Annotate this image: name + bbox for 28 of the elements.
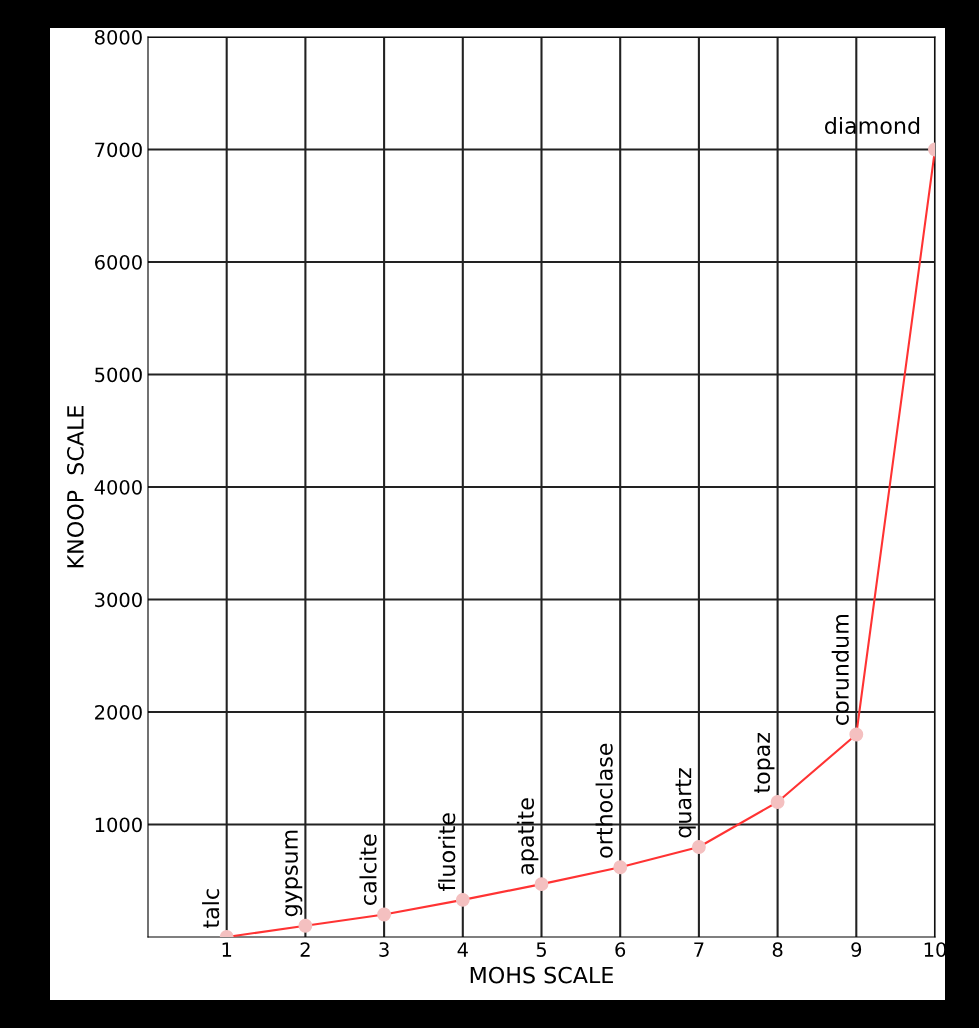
- x-tick-label: 8: [772, 942, 783, 957]
- x-tick-label: 9: [851, 942, 862, 957]
- y-axis-title: KNOOP SCALE: [66, 405, 84, 568]
- annotation: quartz: [675, 768, 696, 838]
- x-axis-title: MOHS SCALE: [470, 966, 613, 984]
- annotation: gypsum: [285, 830, 303, 917]
- x-tick-label: 5: [536, 942, 546, 957]
- y-tick-label: 4000: [94, 479, 142, 495]
- y-tick-label: 6000: [95, 254, 142, 270]
- annotation: topaz: [754, 732, 775, 794]
- annotation: calcite: [359, 834, 377, 905]
- annotation: orthoclase: [595, 743, 613, 858]
- x-tick-label: 2: [300, 942, 310, 957]
- y-tick-label: 3000: [95, 592, 142, 608]
- annotation: fluorite: [438, 813, 456, 892]
- x-tick-label: 6: [615, 942, 626, 957]
- y-tick-label: 8000: [94, 29, 142, 45]
- annotation: corundum: [831, 615, 849, 725]
- annotation: talc: [202, 889, 220, 929]
- y-tick-label: 5000: [95, 367, 142, 383]
- x-tick-label: 3: [379, 942, 389, 957]
- annotation: apatite: [516, 798, 539, 875]
- x-tick-label: 7: [694, 942, 704, 957]
- x-tick-label: 4: [457, 942, 468, 957]
- x-tick-label: 1: [222, 942, 232, 957]
- y-tick-label: 1000: [95, 817, 142, 833]
- y-tick-label: 7000: [95, 142, 142, 158]
- y-tick-label: 2000: [95, 704, 142, 720]
